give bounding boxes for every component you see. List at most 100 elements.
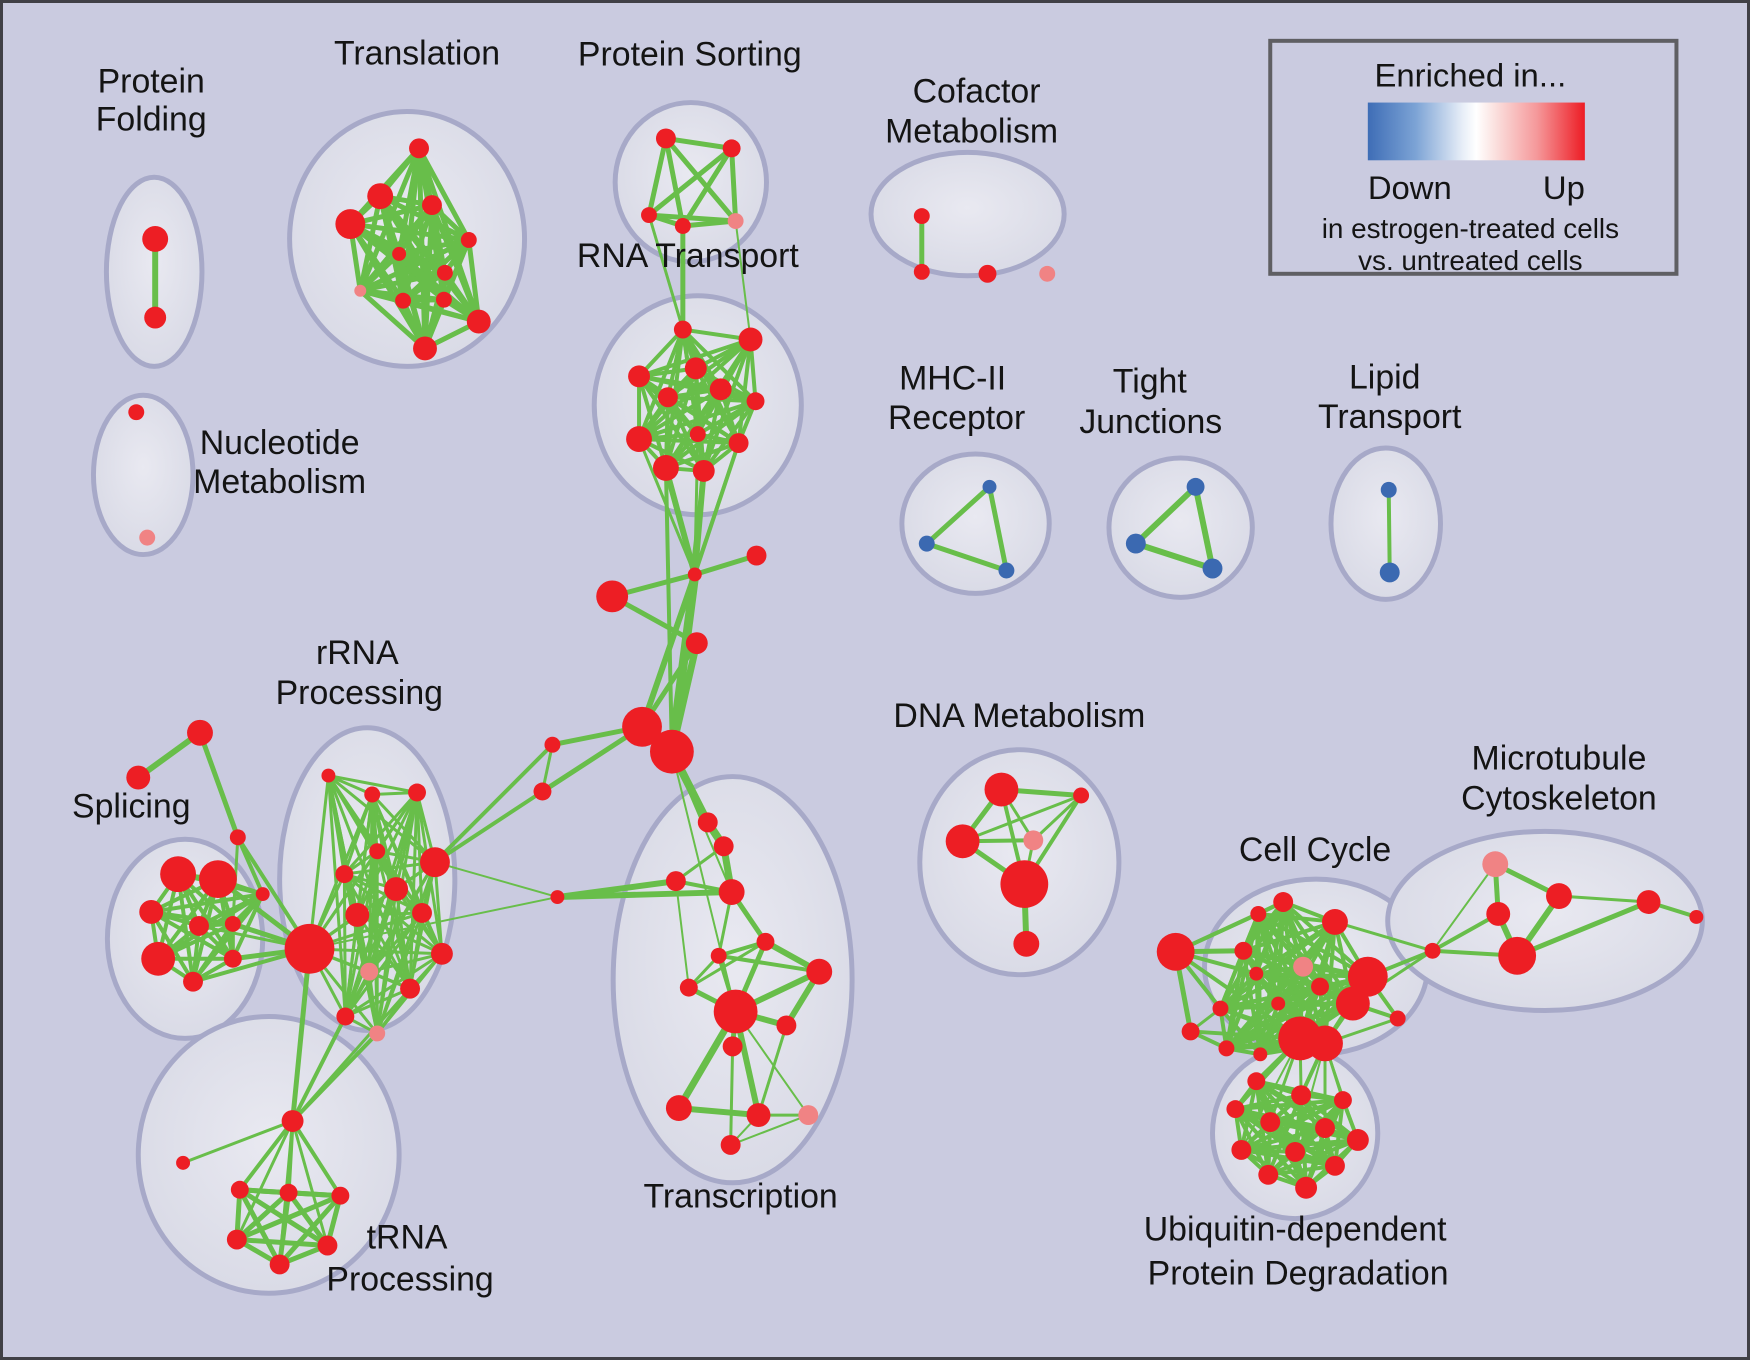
edge-trna-hex-mesh	[234, 1193, 343, 1243]
gene-set-node-up	[718, 879, 745, 906]
network-edge	[670, 750, 737, 1013]
gene-set-node-up	[1249, 966, 1264, 981]
gene-set-node-up	[1335, 986, 1370, 1021]
gene-set-node-up	[945, 824, 980, 859]
legend-up-label: Up	[1543, 169, 1585, 206]
edge-rrna-mesh	[415, 791, 424, 915]
gene-set-node-up	[317, 1235, 338, 1256]
edge-cell-cycle-mesh	[1218, 984, 1323, 1011]
network-edge	[1173, 949, 1303, 1041]
edge-translation-mesh	[396, 251, 448, 276]
cluster-ellipse-nucleotide-metabolism	[90, 392, 196, 558]
gene-set-node-up	[1000, 860, 1049, 908]
network-nodes-layer	[126, 128, 1704, 1275]
gene-set-node-up	[684, 357, 707, 380]
edge-rrna-mesh	[367, 952, 444, 974]
edge-rrna-mesh	[343, 952, 444, 1019]
gene-set-node-up	[652, 454, 679, 481]
gene-set-node-up	[806, 958, 833, 985]
network-edge	[1031, 793, 1083, 842]
gene-set-node-up	[400, 978, 421, 999]
edge-ubiquitin-mesh	[1266, 1137, 1360, 1177]
gene-set-node-up	[1260, 1112, 1281, 1132]
gene-set-node-up	[364, 786, 381, 803]
network-edge	[432, 742, 555, 865]
cluster-label: Transcription	[643, 1178, 837, 1216]
legend: Enriched in... Down Up in estrogen-treat…	[1268, 38, 1679, 276]
gene-set-node-up	[1333, 1091, 1352, 1110]
cluster-label: rRNA	[316, 634, 399, 672]
cluster-label: Transport	[1318, 398, 1462, 436]
edge-translation-mesh	[396, 237, 472, 257]
cluster-label: Tight	[1113, 362, 1188, 400]
gene-set-node-down	[998, 562, 1015, 579]
cluster-label: Translation	[334, 35, 500, 73]
gene-set-node-up	[1231, 1139, 1252, 1160]
gene-set-node-up	[978, 264, 997, 283]
cluster-label: Receptor	[888, 399, 1025, 437]
edge-trna-hex-mesh	[234, 1190, 292, 1243]
gene-set-node-up	[1322, 908, 1348, 935]
edge-rrna-mesh	[343, 987, 412, 1019]
gene-set-node-up	[722, 1036, 743, 1057]
gene-set-node-up-weak	[360, 962, 379, 981]
edge-rrna-mesh	[433, 860, 444, 956]
edge-cell-cycle-mesh	[1218, 1001, 1281, 1011]
gene-set-node-up	[984, 772, 1019, 807]
gene-set-node-up	[746, 1103, 771, 1128]
edge-translation-mesh	[429, 202, 482, 325]
edge-protein-sorting-mesh	[646, 135, 669, 218]
cluster-label: Lipid	[1349, 358, 1420, 396]
edge-protein-sorting-mesh	[646, 145, 735, 218]
gene-set-node-up	[913, 263, 930, 280]
network-edge	[1192, 483, 1216, 572]
edge-ubiquitin-mesh	[1239, 1126, 1327, 1152]
gene-set-node-up	[255, 887, 270, 902]
gene-set-node-up	[596, 580, 629, 613]
gene-set-node-up-weak	[1023, 830, 1044, 851]
edge-rrna-mesh	[408, 791, 419, 991]
gene-set-node-up	[281, 1110, 304, 1132]
edge-rna-transport-mesh	[637, 437, 741, 446]
gene-set-node-up	[384, 877, 409, 902]
gene-set-node-up	[746, 392, 765, 411]
gene-set-node-up	[1346, 1129, 1369, 1151]
legend-caption-line1: in estrogen-treated cells	[1322, 213, 1619, 244]
network-edge	[291, 987, 412, 1123]
edge-splicing-mesh	[156, 892, 265, 961]
cluster-label: Microtubule	[1472, 740, 1647, 778]
gene-set-node-up	[284, 923, 335, 974]
gene-set-node-up	[709, 378, 732, 401]
edge-rna-transport-mesh	[701, 399, 758, 473]
edge-translation-mesh	[357, 193, 383, 294]
network-edge	[1557, 894, 1651, 904]
gene-set-node-up	[687, 567, 702, 582]
network-edge	[987, 484, 1009, 573]
gene-set-node-up	[713, 989, 758, 1034]
edge-rrna-mesh	[343, 887, 398, 1019]
gene-set-node-up	[1285, 1141, 1306, 1162]
edge-splicing-mesh	[176, 872, 196, 984]
gene-set-node-up	[230, 1180, 249, 1199]
gene-set-node-up	[628, 365, 650, 388]
gene-set-node-up	[713, 836, 734, 857]
gene-set-node-up	[369, 843, 386, 860]
network-edge	[554, 889, 735, 901]
gene-set-node-up	[141, 941, 176, 976]
edge-ubiquitin-mesh	[1266, 1163, 1337, 1177]
cluster-label: tRNA	[367, 1218, 448, 1256]
gene-set-node-up	[395, 292, 412, 309]
edge-trna-hex-mesh	[237, 1187, 283, 1267]
gene-set-node-up	[1273, 892, 1294, 912]
edge-cell-cycle-mesh	[1224, 1001, 1281, 1051]
cluster-label: Junctions	[1079, 403, 1222, 441]
edge-translation-mesh	[357, 288, 428, 351]
gene-set-node-up	[1156, 932, 1195, 971]
gene-set-node-up	[550, 890, 565, 905]
network-edge	[729, 1044, 735, 1147]
gene-set-node-down	[1125, 533, 1146, 554]
network-edge	[647, 213, 685, 332]
edge-trna-hex-mesh	[277, 1193, 343, 1267]
edge-rna-transport-mesh	[637, 374, 758, 404]
network-edges-layer	[135, 135, 1699, 1267]
